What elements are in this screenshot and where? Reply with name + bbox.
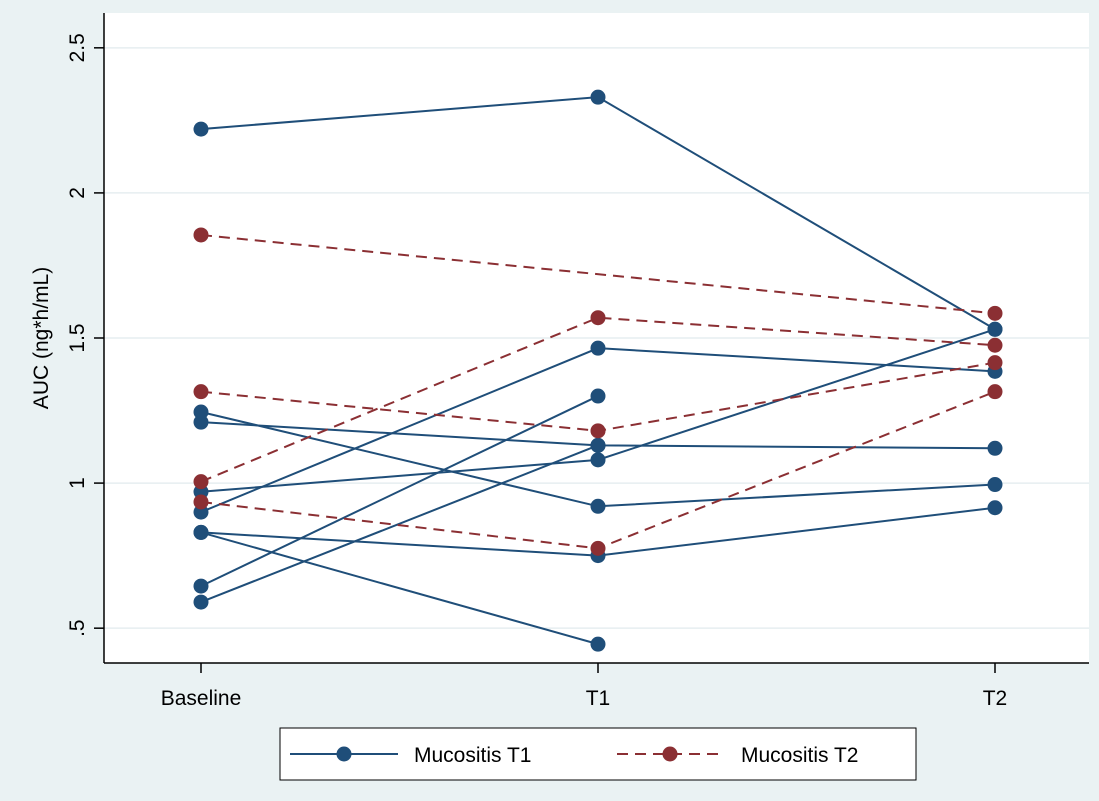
data-point: [590, 498, 606, 514]
series-8: [200, 531, 599, 646]
data-point: [193, 404, 209, 420]
data-point: [590, 89, 606, 105]
legend-label-mucositis-t2: Mucositis T2: [741, 744, 858, 767]
data-point: [987, 440, 1003, 456]
data-point: [987, 384, 1003, 400]
x-tick-label: T2: [983, 687, 1008, 710]
series-9: [200, 395, 599, 588]
data-point: [987, 477, 1003, 493]
y-tick-label: .5: [66, 619, 89, 637]
data-point: [987, 337, 1003, 353]
data-point: [193, 494, 209, 510]
y-tick-label: 2.5: [66, 33, 89, 62]
data-point: [193, 384, 209, 400]
series-line: [200, 316, 996, 483]
series-4: [200, 444, 599, 603]
series-10: [200, 233, 996, 315]
legend-label-mucositis-t1: Mucositis T1: [414, 744, 531, 767]
data-point: [987, 321, 1003, 337]
series-line: [200, 233, 996, 315]
data-point: [590, 423, 606, 439]
legend: Mucositis T1 Mucositis T2: [279, 727, 917, 781]
data-point: [193, 578, 209, 594]
data-point: [590, 388, 606, 404]
data-point: [193, 121, 209, 137]
data-point: [590, 636, 606, 652]
series-lines: [193, 89, 1003, 652]
series-line: [200, 531, 599, 646]
data-point: [193, 524, 209, 540]
data-point: [987, 500, 1003, 516]
y-tick-label: 1: [66, 477, 89, 489]
x-ticks: Baseline T1 T2: [161, 663, 1008, 710]
data-point: [193, 227, 209, 243]
legend-marker-mucositis-t1: [336, 746, 352, 762]
data-point: [590, 452, 606, 468]
series-11: [200, 316, 996, 483]
y-tick-label: 1.5: [66, 323, 89, 352]
series-line: [200, 395, 599, 588]
legend-marker-mucositis-t2: [662, 746, 678, 762]
series-line: [200, 444, 599, 603]
y-tick-label: 2: [66, 187, 89, 199]
grid-lines: [104, 47, 1089, 629]
data-point: [987, 355, 1003, 371]
data-point: [590, 437, 606, 453]
y-axis-label: AUC (ng*h/mL): [30, 267, 53, 409]
data-point: [590, 340, 606, 356]
data-point: [193, 474, 209, 490]
x-tick-label: T1: [586, 687, 611, 710]
x-tick-label: Baseline: [161, 687, 242, 710]
y-ticks: .5 1 1.5 2 2.5: [66, 33, 104, 637]
data-point: [193, 594, 209, 610]
data-point: [590, 310, 606, 326]
data-point: [987, 305, 1003, 321]
data-point: [590, 540, 606, 556]
